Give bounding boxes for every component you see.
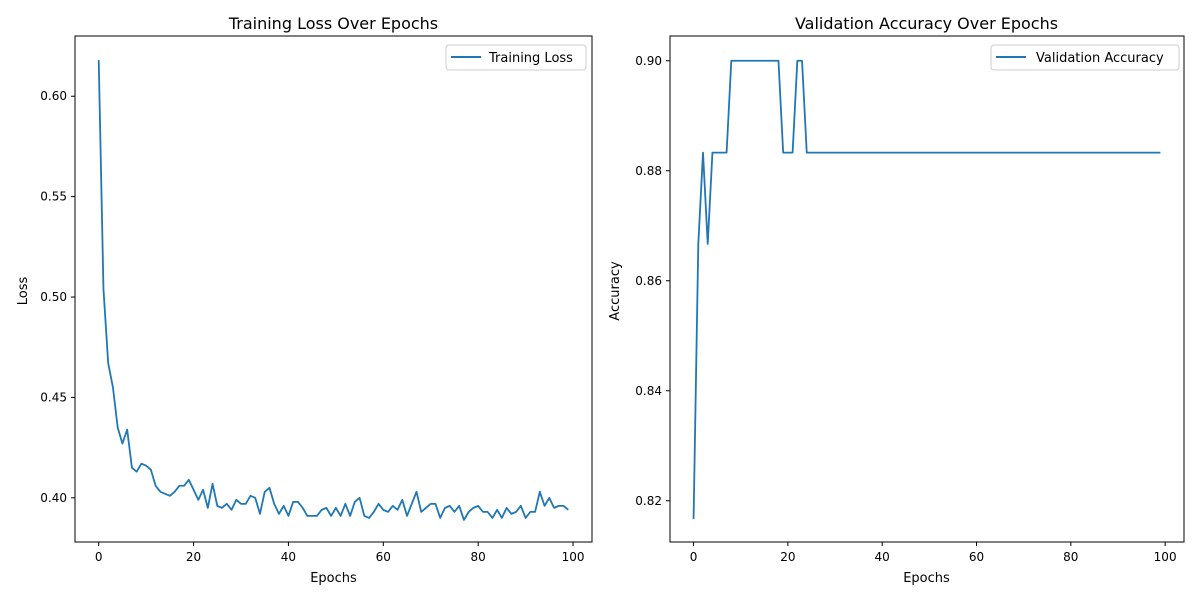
validation-accuracy-chart: Validation Accuracy Over Epochs Epochs A… [608, 14, 1185, 586]
y-tick-label: 0.45 [40, 390, 67, 404]
chart-title: Training Loss Over Epochs [228, 14, 438, 33]
x-tick-label: 80 [471, 550, 486, 564]
x-tick-label: 60 [969, 550, 984, 564]
y-axis-label: Accuracy [608, 261, 623, 321]
legend-label: Validation Accuracy [1036, 51, 1164, 66]
series-line [97, 60, 569, 521]
y-tick-label: 0.86 [635, 274, 662, 288]
x-tick-label: 100 [562, 550, 585, 564]
y-tick-label: 0.50 [40, 290, 67, 304]
y-tick-label: 0.88 [635, 164, 662, 178]
plot-frame [74, 35, 593, 543]
y-tick-label: 0.60 [40, 89, 67, 103]
tick-group: 0 20 40 60 80 100 0.40 0.45 0.50 0.55 0.60 [40, 89, 584, 564]
x-tick-label: 0 [95, 550, 103, 564]
x-tick-label: 20 [186, 550, 201, 564]
tick-group: 0 20 40 60 80 100 0.82 0.84 0.86 0.88 0.90 [635, 54, 1176, 564]
x-tick-label: 40 [281, 550, 296, 564]
training-loss-chart: Training Loss Over Epochs Epochs Loss 0 2… [16, 14, 593, 586]
legend-box [990, 44, 1180, 71]
y-axis-label: Loss [16, 277, 31, 306]
series-group [692, 59, 1161, 519]
legend: Validation Accuracy [990, 44, 1180, 71]
chart-title: Validation Accuracy Over Epochs [795, 14, 1058, 33]
legend: Training Loss [445, 44, 587, 71]
x-tick-label: 40 [875, 550, 890, 564]
series-group [97, 60, 569, 521]
y-tick-label: 0.84 [635, 384, 662, 398]
y-tick-label: 0.40 [40, 491, 67, 505]
x-axis-label: Epochs [903, 571, 950, 586]
y-tick-label: 0.90 [635, 54, 662, 68]
legend-label: Training Loss [488, 51, 573, 66]
legend-box [445, 44, 587, 71]
plot-frame [669, 35, 1185, 543]
x-axis-label: Epochs [310, 571, 357, 586]
y-tick-label: 0.55 [40, 190, 67, 204]
y-tick-label: 0.82 [635, 494, 662, 508]
x-tick-label: 20 [780, 550, 795, 564]
series-line [692, 59, 1161, 519]
x-tick-label: 100 [1154, 550, 1177, 564]
x-tick-label: 0 [690, 550, 698, 564]
x-tick-label: 80 [1063, 550, 1078, 564]
x-tick-label: 60 [376, 550, 391, 564]
